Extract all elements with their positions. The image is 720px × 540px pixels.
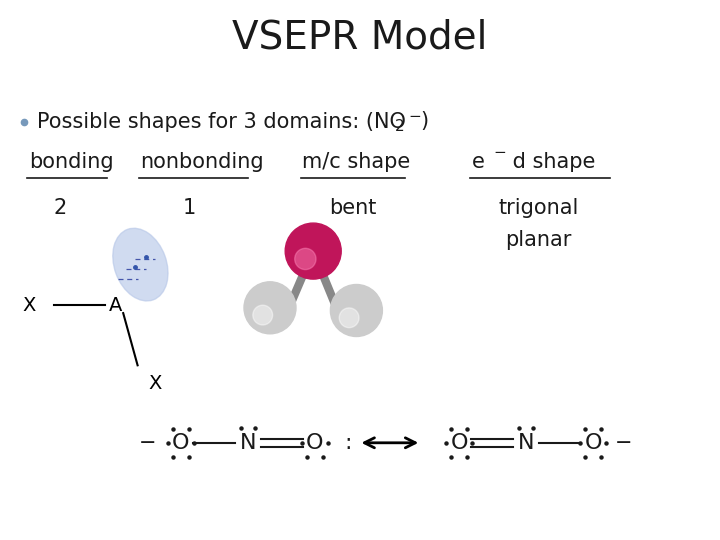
Text: A: A <box>109 295 122 315</box>
Text: ): ) <box>420 111 428 132</box>
Text: VSEPR Model: VSEPR Model <box>233 19 487 57</box>
Text: −: − <box>139 433 156 453</box>
Text: 2: 2 <box>53 198 66 218</box>
Text: O: O <box>306 433 323 453</box>
Text: e: e <box>472 152 485 172</box>
Text: bonding: bonding <box>29 152 114 172</box>
Circle shape <box>253 305 273 325</box>
Text: nonbonding: nonbonding <box>140 152 264 172</box>
Text: O: O <box>585 433 602 453</box>
Text: N: N <box>518 433 534 453</box>
Circle shape <box>294 248 316 269</box>
Text: 1: 1 <box>183 198 196 218</box>
Text: −: − <box>493 145 506 160</box>
Circle shape <box>285 223 341 279</box>
Text: N: N <box>240 433 256 453</box>
Text: d shape: d shape <box>506 152 595 172</box>
Circle shape <box>339 308 359 328</box>
Text: bent: bent <box>329 198 377 218</box>
Ellipse shape <box>113 228 168 301</box>
Text: m/c shape: m/c shape <box>302 152 410 172</box>
Text: −: − <box>408 109 421 124</box>
Text: −: − <box>614 433 632 453</box>
Text: O: O <box>451 433 468 453</box>
Text: planar: planar <box>505 230 572 251</box>
Text: Possible shapes for 3 domains: (NO: Possible shapes for 3 domains: (NO <box>37 111 406 132</box>
Text: 2: 2 <box>395 119 404 134</box>
Text: X: X <box>148 374 161 393</box>
Circle shape <box>244 282 296 334</box>
Text: X: X <box>22 295 35 315</box>
Text: :: : <box>344 433 351 453</box>
Circle shape <box>330 285 382 336</box>
Text: O: O <box>172 433 189 453</box>
Text: trigonal: trigonal <box>498 198 579 218</box>
